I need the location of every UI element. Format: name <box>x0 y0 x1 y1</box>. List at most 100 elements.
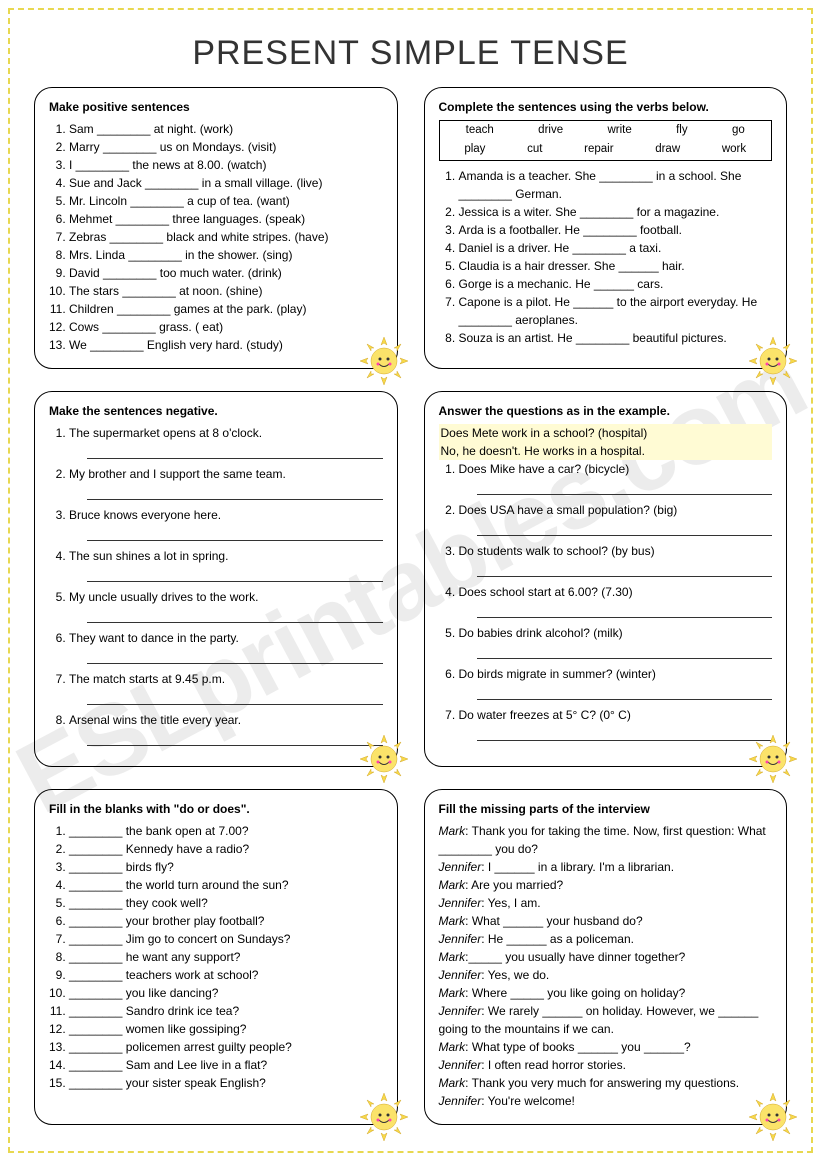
verb-cell: fly <box>676 122 688 139</box>
list-item: Cows ________ grass. ( eat) <box>69 318 383 336</box>
answer-line <box>87 649 383 664</box>
box-positive-sentences: Make positive sentences Sam ________ at … <box>34 87 398 369</box>
sun-icon <box>748 1092 798 1142</box>
box-complete-verbs: Complete the sentences using the verbs b… <box>424 87 788 369</box>
box-answer-questions: Answer the questions as in the example. … <box>424 391 788 767</box>
list-item: Does Mike have a car? (bicycle) <box>459 460 773 478</box>
speaker-name: Jennifer <box>439 1058 482 1072</box>
dialogue-text: : We rarely ______ on holiday. However, … <box>439 1004 759 1036</box>
list-item: My uncle usually drives to the work. <box>69 588 383 606</box>
list-item: Souza is an artist. He ________ beautifu… <box>459 329 773 347</box>
dialogue-text: : What ______ your husband do? <box>465 914 642 928</box>
box-title: Complete the sentences using the verbs b… <box>439 98 773 116</box>
list-item: ________ Kennedy have a radio? <box>69 840 383 858</box>
box-title: Answer the questions as in the example. <box>439 402 773 420</box>
answer-line <box>477 480 773 495</box>
answer-line <box>87 567 383 582</box>
speaker-name: Mark <box>439 824 466 838</box>
list-item: Arda is a footballer. He ________ footba… <box>459 221 773 239</box>
answer-line <box>477 603 773 618</box>
dialogue-line: Mark:_____ you usually have dinner toget… <box>439 948 773 966</box>
dialogue: Mark: Thank you for taking the time. Now… <box>439 822 773 1110</box>
list-item: Sam ________ at night. (work) <box>69 120 383 138</box>
exercise-list: Does Mike have a car? (bicycle) Does USA … <box>439 460 773 741</box>
box-title: Fill in the blanks with "do or does". <box>49 800 383 818</box>
answer-line <box>477 726 773 741</box>
dialogue-line: Jennifer: Yes, I am. <box>439 894 773 912</box>
list-item: ________ you like dancing? <box>69 984 383 1002</box>
list-item: Children ________ games at the park. (pl… <box>69 300 383 318</box>
list-item: Arsenal wins the title every year. <box>69 711 383 729</box>
sun-icon <box>359 1092 409 1142</box>
speaker-name: Mark <box>439 950 466 964</box>
dialogue-line: Jennifer: We rarely ______ on holiday. H… <box>439 1002 773 1038</box>
list-item: Do babies drink alcohol? (milk) <box>459 624 773 642</box>
list-item: Claudia is a hair dresser. She ______ ha… <box>459 257 773 275</box>
verb-cell: play <box>464 141 485 158</box>
list-item: The supermarket opens at 8 o'clock. <box>69 424 383 442</box>
answer-line <box>87 444 383 459</box>
answer-line <box>87 690 383 705</box>
speaker-name: Mark <box>439 1076 466 1090</box>
box-do-does: Fill in the blanks with "do or does". __… <box>34 789 398 1125</box>
speaker-name: Jennifer <box>439 860 482 874</box>
worksheet-page: ESLprintables.com PRESENT SIMPLE TENSE M… <box>8 8 813 1153</box>
list-item: David ________ too much water. (drink) <box>69 264 383 282</box>
dialogue-text: : I often read horror stories. <box>481 1058 626 1072</box>
verb-cell: write <box>607 122 631 139</box>
list-item: Capone is a pilot. He ______ to the airp… <box>459 293 773 329</box>
answer-line <box>477 685 773 700</box>
box-title: Fill the missing parts of the interview <box>439 800 773 818</box>
exercise-list: Amanda is a teacher. She ________ in a s… <box>439 167 773 347</box>
list-item: Mrs. Linda ________ in the shower. (sing… <box>69 246 383 264</box>
speaker-name: Jennifer <box>439 1004 482 1018</box>
list-item: I ________ the news at 8.00. (watch) <box>69 156 383 174</box>
list-item: ________ they cook well? <box>69 894 383 912</box>
dialogue-text: : Are you married? <box>465 878 563 892</box>
box-negative-sentences: Make the sentences negative. The superma… <box>34 391 398 767</box>
list-item: ________ Sam and Lee live in a flat? <box>69 1056 383 1074</box>
list-item: The match starts at 9.45 p.m. <box>69 670 383 688</box>
verb-cell: work <box>722 141 746 158</box>
dialogue-line: Mark: Thank you very much for answering … <box>439 1074 773 1092</box>
speaker-name: Jennifer <box>439 932 482 946</box>
list-item: ________ birds fly? <box>69 858 383 876</box>
verb-cell: go <box>732 122 745 139</box>
list-item: ________ the bank open at 7.00? <box>69 822 383 840</box>
dialogue-line: Mark: Where _____ you like going on holi… <box>439 984 773 1002</box>
exercise-list: ________ the bank open at 7.00?________ … <box>49 822 383 1092</box>
list-item: ________ teachers work at school? <box>69 966 383 984</box>
dialogue-text: :_____ you usually have dinner together? <box>465 950 685 964</box>
exercise-list: Sam ________ at night. (work)Marry _____… <box>49 120 383 354</box>
dialogue-text: : I ______ in a library. I'm a librarian… <box>481 860 674 874</box>
dialogue-line: Mark: Are you married? <box>439 876 773 894</box>
list-item: They want to dance in the party. <box>69 629 383 647</box>
answer-line <box>477 644 773 659</box>
list-item: ________ policemen arrest guilty people? <box>69 1038 383 1056</box>
dialogue-text: : Where _____ you like going on holiday? <box>465 986 685 1000</box>
speaker-name: Jennifer <box>439 1094 482 1108</box>
speaker-name: Mark <box>439 1040 466 1054</box>
list-item: Mehmet ________ three languages. (speak) <box>69 210 383 228</box>
answer-line <box>87 526 383 541</box>
page-title: PRESENT SIMPLE TENSE <box>34 34 787 73</box>
list-item: ________ Sandro drink ice tea? <box>69 1002 383 1020</box>
list-item: Do water freezes at 5° C? (0° C) <box>459 706 773 724</box>
example-question: Does Mete work in a school? (hospital) <box>439 424 773 442</box>
dialogue-text: : What type of books ______ you ______? <box>465 1040 691 1054</box>
list-item: Amanda is a teacher. She ________ in a s… <box>459 167 773 203</box>
dialogue-line: Mark: What type of books ______ you ____… <box>439 1038 773 1056</box>
list-item: Does USA have a small population? (big) <box>459 501 773 519</box>
sun-icon <box>748 336 798 386</box>
answer-line <box>477 562 773 577</box>
list-item: Gorge is a mechanic. He ______ cars. <box>459 275 773 293</box>
verb-cell: repair <box>584 141 613 158</box>
verb-cell: draw <box>655 141 680 158</box>
dialogue-line: Mark: What ______ your husband do? <box>439 912 773 930</box>
dialogue-line: Jennifer: I ______ in a library. I'm a l… <box>439 858 773 876</box>
dialogue-line: Jennifer: I often read horror stories. <box>439 1056 773 1074</box>
sun-icon <box>748 734 798 784</box>
list-item: The sun shines a lot in spring. <box>69 547 383 565</box>
list-item: ________ he want any support? <box>69 948 383 966</box>
list-item: My brother and I support the same team. <box>69 465 383 483</box>
